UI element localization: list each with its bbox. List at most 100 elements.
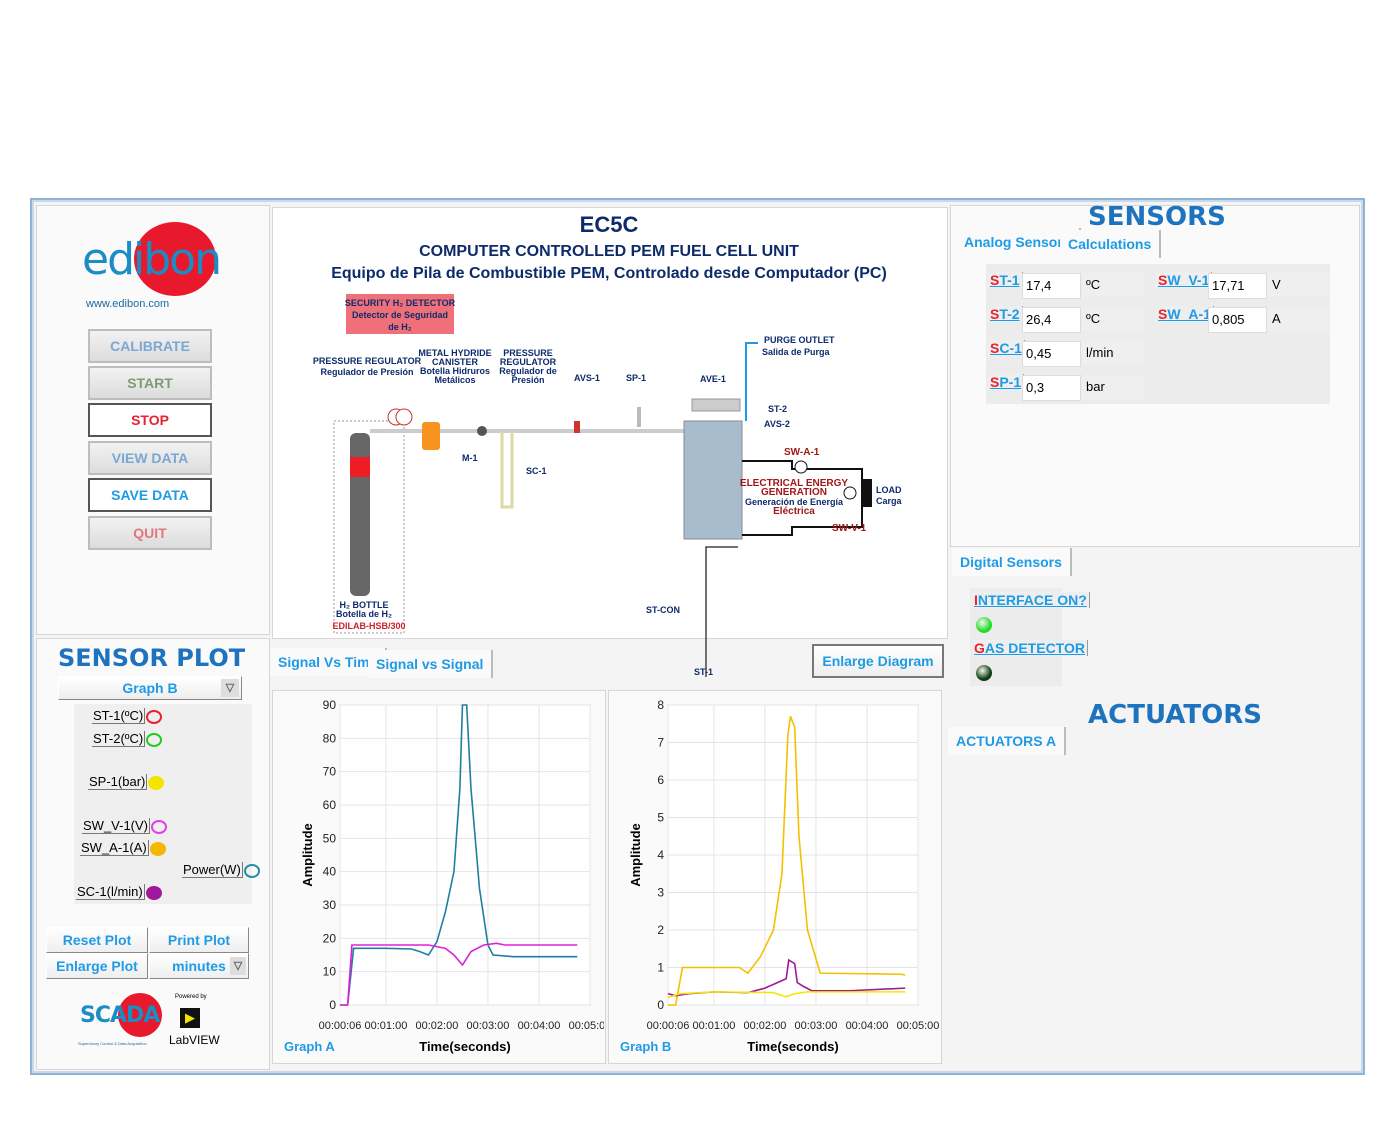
svg-text:Detector de Seguridad: Detector de Seguridad [352, 310, 448, 320]
actuators-title: ACTUATORS [1088, 700, 1262, 730]
y-tick-label: 40 [323, 865, 337, 879]
plot-legend [74, 704, 252, 904]
sensor-label[interactable]: ST-1 [988, 272, 1023, 288]
sensor-label[interactable]: SW_A-1 [1156, 306, 1214, 322]
chevron-down-icon[interactable]: ▽ [230, 957, 246, 975]
svg-text:CANISTER: CANISTER [432, 357, 479, 367]
plot-color-toggle[interactable] [148, 776, 164, 790]
svg-text:Generación de Energía: Generación de Energía [745, 497, 844, 507]
svg-text:Carga: Carga [876, 496, 903, 506]
tab-signal-vs-time[interactable]: Signal Vs Time [270, 648, 388, 676]
status-led-icon [976, 617, 992, 633]
sensor-value: 17,4 [1022, 273, 1081, 299]
legend-item: ST-1(ºC) [92, 708, 146, 724]
quit-button[interactable]: QUIT [88, 516, 212, 550]
tab-signal-vs-signal[interactable]: Signal vs Signal [368, 650, 494, 678]
logo-text: edibon [82, 234, 222, 285]
chevron-down-icon[interactable]: ▽ [221, 679, 239, 697]
svg-text:Metálicos: Metálicos [434, 375, 475, 385]
sensor-plot-title: SENSOR PLOT [58, 644, 246, 672]
svg-text:Botella de H₂: Botella de H₂ [336, 609, 392, 619]
enlarge-plot-button[interactable]: Enlarge Plot [46, 953, 148, 979]
scada-logo: SCADA Supervisory Control & Data Acquisi… [78, 993, 168, 1049]
plot-color-toggle[interactable] [146, 710, 162, 724]
start-button[interactable]: START [88, 366, 212, 400]
save-data-button[interactable]: SAVE DATA [88, 478, 212, 512]
series-line [667, 991, 906, 999]
sensor-label[interactable]: SC-1 [988, 340, 1025, 356]
fuel-cell-stack [683, 420, 743, 540]
svg-text:ST-1: ST-1 [694, 667, 713, 677]
sensor-value: 26,4 [1022, 307, 1081, 333]
svg-text:AVE-1: AVE-1 [700, 374, 726, 384]
y-tick-label: 0 [657, 998, 664, 1012]
sensor-value: 0,805 [1208, 307, 1267, 333]
svg-text:ST-2: ST-2 [768, 404, 787, 414]
y-tick-label: 3 [657, 886, 664, 900]
x-tick-label: 00:05:00 [569, 1020, 604, 1032]
x-tick-label: 00:02:00 [744, 1020, 787, 1032]
x-axis-label: Time(seconds) [747, 1039, 839, 1054]
plot-color-toggle[interactable] [150, 842, 166, 856]
svg-text:SECURITY H₂ DETECTOR: SECURITY H₂ DETECTOR [345, 298, 456, 308]
legend-item: Power(W) [182, 862, 243, 878]
svg-text:H₂ BOTTLE: H₂ BOTTLE [340, 600, 389, 610]
time-unit-select[interactable]: minutes ▽ [149, 953, 249, 979]
x-tick-label: 00:05:00 [897, 1020, 940, 1032]
y-tick-label: 90 [323, 698, 337, 712]
y-tick-label: 0 [329, 998, 336, 1012]
digital-sensor-label[interactable]: GAS DETECTOR [972, 640, 1088, 656]
print-plot-button[interactable]: Print Plot [149, 927, 249, 953]
y-tick-label: 2 [657, 923, 664, 937]
y-tick-label: 8 [657, 698, 664, 712]
sensor-unit: V [1268, 273, 1330, 297]
svg-text:Botella Hidruros: Botella Hidruros [420, 366, 490, 376]
legend-item: ST-2(ºC) [92, 731, 146, 747]
enlarge-diagram-button[interactable]: Enlarge Diagram [812, 644, 944, 678]
view-data-button[interactable]: VIEW DATA [88, 441, 212, 475]
x-axis-label: Time(seconds) [419, 1039, 511, 1054]
sensor-value: 0,3 [1022, 375, 1081, 401]
plot-color-toggle[interactable] [244, 864, 260, 878]
plot-color-toggle[interactable] [146, 733, 162, 747]
y-tick-label: 30 [323, 898, 337, 912]
tab-actuators-a[interactable]: ACTUATORS A [948, 727, 1067, 755]
reset-plot-button[interactable]: Reset Plot [46, 927, 148, 953]
y-tick-label: 60 [323, 798, 337, 812]
sensor-label[interactable]: ST-2 [988, 306, 1023, 322]
x-tick-label: 00:01:00 [693, 1020, 736, 1032]
tab-analog-sensors[interactable]: Analog Sensors [956, 228, 1081, 256]
series-line [668, 715, 906, 1006]
sensor-label[interactable]: SP-1 [988, 374, 1025, 390]
brand-url: www.edibon.com [86, 298, 170, 310]
tab-digital-sensors[interactable]: Digital Sensors [952, 548, 1072, 576]
sensor-value: 0,45 [1022, 341, 1081, 367]
stop-button[interactable]: STOP [88, 403, 212, 437]
plot-color-toggle[interactable] [151, 820, 167, 834]
bottle-frame [333, 420, 405, 634]
labview-label: LabVIEW [169, 1033, 220, 1047]
x-tick-label: 00:00:06 [647, 1020, 690, 1032]
series-line [340, 942, 578, 1006]
labview-icon: ▶ [180, 1008, 200, 1028]
graph-name: Graph B [620, 1039, 671, 1054]
y-tick-label: 80 [323, 731, 337, 745]
svg-text:AVS-2: AVS-2 [764, 419, 790, 429]
x-tick-label: 00:04:00 [518, 1020, 561, 1032]
diagram-svg: SECURITY H₂ DETECTOR Detector de Segurid… [313, 294, 903, 677]
legend-item: SC-1(l/min) [76, 884, 145, 900]
sensor-unit: ºC [1082, 273, 1144, 297]
sensor-unit: l/min [1082, 341, 1144, 365]
tab-calculations[interactable]: Calculations [1060, 230, 1162, 258]
graph-select[interactable]: Graph B ▽ [58, 676, 242, 700]
digital-sensor-label[interactable]: INTERFACE ON? [972, 592, 1090, 608]
svg-text:METAL HYDRIDE: METAL HYDRIDE [418, 348, 491, 358]
sensor-label[interactable]: SW_V-1 [1156, 272, 1213, 288]
calibrate-button[interactable]: CALIBRATE [88, 329, 212, 363]
status-led-icon [976, 665, 992, 681]
plot-color-toggle[interactable] [146, 886, 162, 900]
unit-code: EC5C [579, 212, 639, 237]
svg-text:Regulador de Presión: Regulador de Presión [320, 367, 413, 377]
load [862, 479, 872, 507]
y-axis-label: Amplitude [628, 823, 643, 887]
